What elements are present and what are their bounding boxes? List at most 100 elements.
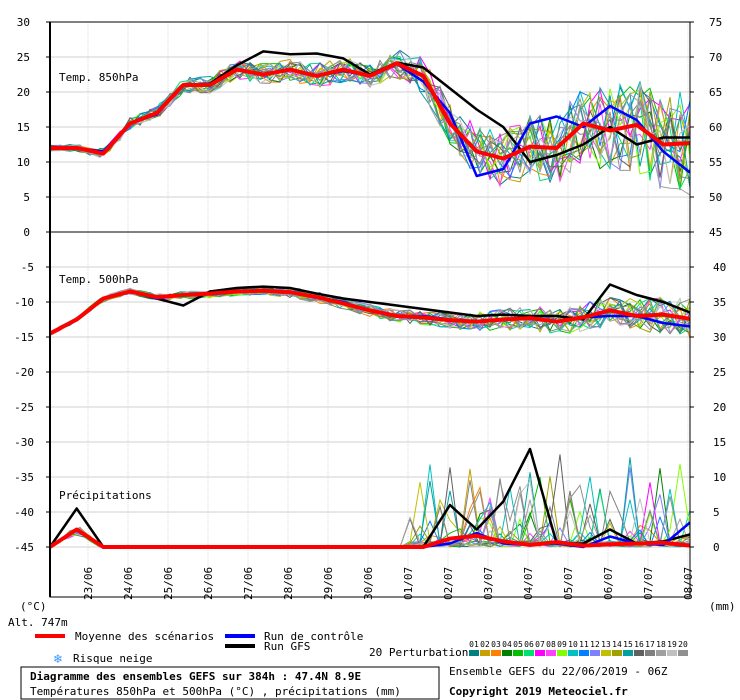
- axes-labels: 302520151050-5-10-15-20-25-30-35-40-4575…: [14, 16, 726, 600]
- left-tick-lower: -35: [14, 471, 34, 484]
- main-series: [48, 50, 691, 549]
- perturbation-swatch: [546, 650, 556, 656]
- panel-label-850: Temp. 850hPa: [59, 71, 138, 84]
- perturbation-number: 01: [469, 640, 479, 649]
- right-tick-lower: 15: [713, 436, 726, 449]
- perturbation-swatch: [601, 650, 611, 656]
- perturbation-number: 11: [579, 640, 589, 649]
- x-date-label: 01/07: [402, 567, 415, 600]
- x-date-label: 07/07: [642, 567, 655, 600]
- perturbation-swatch: [535, 650, 545, 656]
- left-tick-850: 10: [17, 156, 30, 169]
- chart-subtitle: Températures 850hPa et 500hPa (°C) , pré…: [30, 685, 401, 698]
- mean-precip-line: [48, 527, 691, 549]
- perturbation-number: 10: [568, 640, 578, 649]
- perturbation-swatch: [612, 650, 622, 656]
- perturbation-number: 05: [513, 640, 523, 649]
- perturbation-number: 16: [634, 640, 644, 649]
- right-tick-lower: 40: [713, 261, 726, 274]
- run-info: Ensemble GEFS du 22/06/2019 - 06Z: [449, 665, 668, 678]
- left-tick-850: 20: [17, 86, 30, 99]
- left-tick-lower: -20: [14, 366, 34, 379]
- right-tick-lower: 10: [713, 471, 726, 484]
- x-date-label: 26/06: [202, 567, 215, 600]
- perturbation-number: 04: [502, 640, 512, 649]
- left-tick-850: 15: [17, 121, 30, 134]
- right-tick-upper: 70: [709, 51, 722, 64]
- right-tick-lower: 35: [713, 296, 726, 309]
- x-date-label: 28/06: [282, 567, 295, 600]
- right-tick-upper: 60: [709, 121, 722, 134]
- x-date-label: 05/07: [562, 567, 575, 600]
- perturbation-number: 02: [480, 640, 490, 649]
- left-tick-lower: -30: [14, 436, 34, 449]
- perturbation-number: 08: [546, 640, 556, 649]
- left-tick-850: 30: [17, 16, 30, 29]
- perturbation-number: 07: [535, 640, 545, 649]
- right-tick-lower: 25: [713, 366, 726, 379]
- perturbation-05-t850: [49, 58, 691, 191]
- left-tick-lower: -25: [14, 401, 34, 414]
- left-tick-850: 5: [23, 191, 30, 204]
- right-tick-lower: 5: [713, 506, 720, 519]
- mean-t500-line: [49, 288, 691, 336]
- perturbation-swatch: [568, 650, 578, 656]
- perturbation-swatch: [656, 650, 666, 656]
- right-tick-lower: 0: [713, 541, 720, 554]
- left-unit-label: (°C): [20, 600, 47, 613]
- perturbation-swatch: [469, 650, 479, 656]
- perturbation-19-t500: [49, 286, 691, 336]
- perturbation-15-t850: [49, 62, 691, 189]
- left-tick-850: 25: [17, 51, 30, 64]
- perturbation-number: 17: [645, 640, 655, 649]
- perturbation-11-t850: [49, 60, 691, 178]
- perturbation-20-t850: [49, 59, 691, 173]
- right-tick-upper: 75: [709, 16, 722, 29]
- perturbation-number: 09: [557, 640, 567, 649]
- perturbation-swatch: [491, 650, 501, 656]
- legend-snow-label: Risque neige: [73, 652, 152, 665]
- perturbation-swatch: [634, 650, 644, 656]
- perturbation-number: 18: [656, 640, 666, 649]
- perturbation-number: 06: [524, 640, 534, 649]
- right-tick-upper: 65: [709, 86, 722, 99]
- right-unit-label: (mm): [709, 600, 736, 613]
- perturbation-swatch: [557, 650, 567, 656]
- x-date-label: 23/06: [82, 567, 95, 600]
- altitude-label: Alt. 747m: [8, 616, 68, 629]
- x-date-label: 29/06: [322, 567, 335, 600]
- perturbation-swatch: [678, 650, 688, 656]
- perturbation-number: 12: [590, 640, 600, 649]
- perturbation-number: 03: [491, 640, 501, 649]
- legend-gfs-label: Run GFS: [264, 640, 310, 653]
- perturbation-swatch: [513, 650, 523, 656]
- perturbation-number: 13: [601, 640, 611, 649]
- left-tick-lower: -10: [14, 296, 34, 309]
- panel-label-precip: Précipitations: [59, 489, 152, 502]
- legend-perturbations-label: 20 Perturbations: [369, 646, 475, 659]
- left-tick-lower: -5: [21, 261, 34, 274]
- perturbation-swatch: [623, 650, 633, 656]
- x-date-label: 03/07: [482, 567, 495, 600]
- legend-control-label: Run de contrôle: [264, 630, 363, 643]
- right-tick-upper: 50: [709, 191, 722, 204]
- x-date-label: 08/07: [682, 567, 695, 600]
- left-tick-lower: -45: [14, 541, 34, 554]
- perturbation-swatch: [524, 650, 534, 656]
- legend-mean-label: Moyenne des scénarios: [75, 630, 214, 643]
- left-tick-lower: -40: [14, 506, 34, 519]
- perturbation-swatch: [502, 650, 512, 656]
- right-tick-upper: 45: [709, 226, 722, 239]
- x-date-label: 27/06: [242, 567, 255, 600]
- left-tick-lower: -15: [14, 331, 34, 344]
- x-date-label: 25/06: [162, 567, 175, 600]
- x-date-label: 02/07: [442, 567, 455, 600]
- perturbation-swatch: [667, 650, 677, 656]
- perturbation-number: 19: [667, 640, 677, 649]
- copyright: Copyright 2019 Meteociel.fr: [449, 685, 628, 698]
- x-date-label: 06/07: [602, 567, 615, 600]
- perturbation-number: 14: [612, 640, 622, 649]
- right-tick-lower: 20: [713, 401, 726, 414]
- x-date-label: 30/06: [362, 567, 375, 600]
- perturbation-swatch: [579, 650, 589, 656]
